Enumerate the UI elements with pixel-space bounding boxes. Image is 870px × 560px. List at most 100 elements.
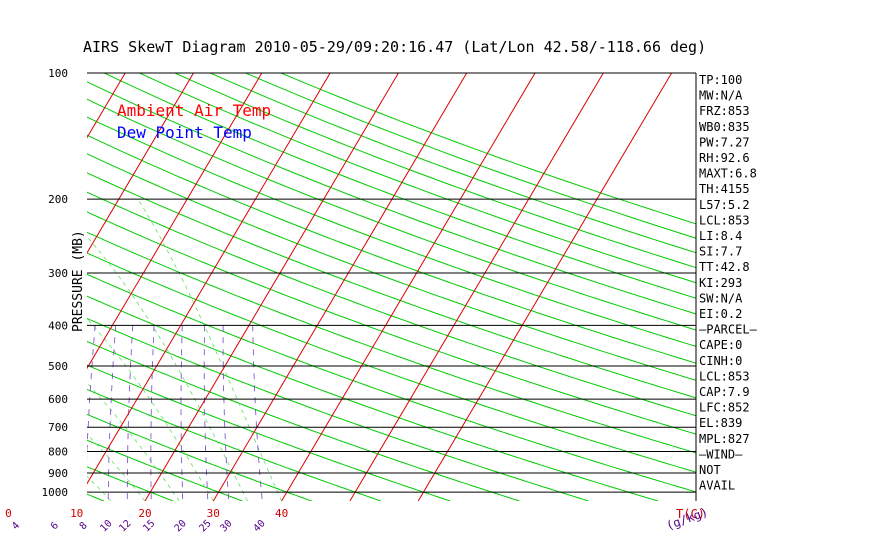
isotherm-line — [144, 73, 399, 501]
index-label: LCL:853 — [699, 369, 750, 383]
dry-adiabat-line — [87, 413, 312, 501]
index-label: RH:92.6 — [699, 151, 750, 165]
mixing-ratio-line — [17, 325, 34, 501]
pressure-tick-label: 700 — [48, 421, 68, 434]
dry-adiabat-line — [87, 134, 696, 364]
index-label: TP:100 — [699, 73, 742, 87]
mixing-ratio-line — [107, 325, 117, 501]
chart-title: AIRS SkewT Diagram 2010-05-29/09:20:16.4… — [83, 38, 706, 56]
isotherm-line — [87, 73, 263, 370]
dry-adiabat-line — [87, 493, 105, 501]
bottom-temp-tick-label: 30 — [207, 507, 220, 520]
index-label: TT:42.8 — [699, 260, 750, 274]
moist-adiabat-line — [0, 199, 43, 501]
mixing-ratio-label: 8 — [78, 520, 90, 532]
bottom-temp-tick-label: 40 — [275, 507, 288, 520]
dry-adiabat-line — [87, 98, 696, 331]
dry-adiabat-line — [87, 116, 696, 347]
x-axis-units: T(C) — [676, 507, 705, 521]
mixing-ratio-line — [0, 325, 10, 501]
mixing-ratio-line — [126, 325, 134, 501]
legend-dew-point-temp: Dew Point Temp — [117, 123, 252, 142]
dry-adiabat-line — [87, 295, 659, 501]
dry-adiabat-line — [87, 273, 696, 493]
moist-adiabat-line — [0, 199, 8, 501]
legend-ambient-air-temp: Ambient Air Temp — [117, 101, 271, 120]
dry-adiabat-line — [87, 81, 696, 315]
pressure-tick-label: 200 — [48, 193, 68, 206]
mixing-ratio-label: 12 — [117, 518, 133, 534]
y-axis-label: PRESSURE (MB) — [71, 230, 86, 332]
dry-adiabat-line — [174, 73, 696, 269]
isotherm-line — [417, 73, 673, 501]
isotherm-line — [212, 73, 468, 501]
index-label: LI:8.4 — [699, 229, 742, 243]
bottom-temp-tick-label: 20 — [138, 507, 151, 520]
index-label: —PARCEL— — [699, 323, 758, 337]
index-label: L57:5.2 — [699, 198, 750, 212]
dry-adiabat-line — [87, 252, 696, 473]
index-label: SW:N/A — [699, 291, 743, 305]
mixing-ratio-label: 40 — [251, 518, 267, 534]
pressure-tick-label: 300 — [48, 267, 68, 280]
isotherm-line — [87, 73, 194, 254]
mixing-ratio-line — [150, 325, 155, 501]
index-label: EI:0.2 — [699, 307, 742, 321]
dry-adiabat-line — [87, 153, 696, 381]
isotherm-line — [281, 73, 536, 501]
dry-adiabat-line — [245, 73, 696, 239]
dry-adiabat-line — [87, 340, 520, 501]
mixing-ratio-line — [203, 325, 209, 501]
bottom-temp-tick-label: 10 — [70, 507, 83, 520]
moist-adiabat-line — [87, 433, 146, 501]
isotherm-line — [0, 73, 57, 501]
index-label: MAXT:6.8 — [699, 167, 757, 181]
dry-adiabat-line — [87, 211, 696, 435]
index-label: EL:839 — [699, 416, 742, 430]
pressure-tick-label: 600 — [48, 393, 68, 406]
dry-adiabat-line — [87, 231, 696, 454]
dry-adiabat-line — [139, 73, 696, 284]
moist-adiabat-line — [87, 236, 248, 501]
isotherm-line — [87, 73, 331, 485]
index-label: —WIND— — [699, 447, 743, 461]
bottom-temp-tick-label: 0 — [5, 507, 12, 520]
index-label: LFC:852 — [699, 401, 750, 415]
dry-adiabat-line — [0, 73, 35, 501]
dry-adiabat-line — [104, 73, 696, 299]
index-label: PW:7.27 — [699, 135, 750, 149]
dry-adiabat-line — [87, 172, 696, 399]
pressure-tick-label: 900 — [48, 467, 68, 480]
mixing-ratio-label: 6 — [49, 520, 61, 532]
mixing-ratio-label: 15 — [141, 518, 157, 534]
dry-adiabat-line — [87, 191, 696, 417]
index-label: MW:N/A — [699, 89, 743, 103]
index-label: KI:293 — [699, 276, 742, 290]
dry-adiabat-line — [87, 439, 243, 501]
pressure-tick-label: 800 — [48, 446, 68, 459]
pressure-tick-label: 1000 — [42, 486, 69, 499]
dry-adiabat-line — [87, 466, 174, 501]
index-label: CAP:7.9 — [699, 385, 750, 399]
index-label: LCL:853 — [699, 213, 750, 227]
dry-adiabat-line — [210, 73, 696, 254]
index-label: CAPE:0 — [699, 338, 742, 352]
mixing-ratio-label: 10 — [98, 518, 114, 534]
mixing-ratio-line — [87, 325, 96, 461]
mixing-ratio-line — [252, 325, 263, 501]
moist-adiabat-line — [87, 382, 180, 501]
pressure-tick-label: 500 — [48, 360, 68, 373]
pressure-tick-label: 100 — [48, 67, 68, 80]
index-label: FRZ:853 — [699, 104, 750, 118]
dry-adiabat-line — [280, 73, 696, 225]
isotherm-line — [349, 73, 604, 501]
mixing-ratio-label: 30 — [218, 518, 234, 534]
dry-adiabat-line — [87, 388, 382, 501]
mixing-ratio-label: 20 — [173, 518, 189, 534]
index-label: CINH:0 — [699, 354, 742, 368]
pressure-tick-label: 400 — [48, 319, 68, 332]
mixing-ratio-line — [222, 325, 230, 501]
index-label: SI:7.7 — [699, 245, 742, 259]
isotherm-line — [87, 73, 126, 139]
index-label: WB0:835 — [699, 120, 750, 134]
